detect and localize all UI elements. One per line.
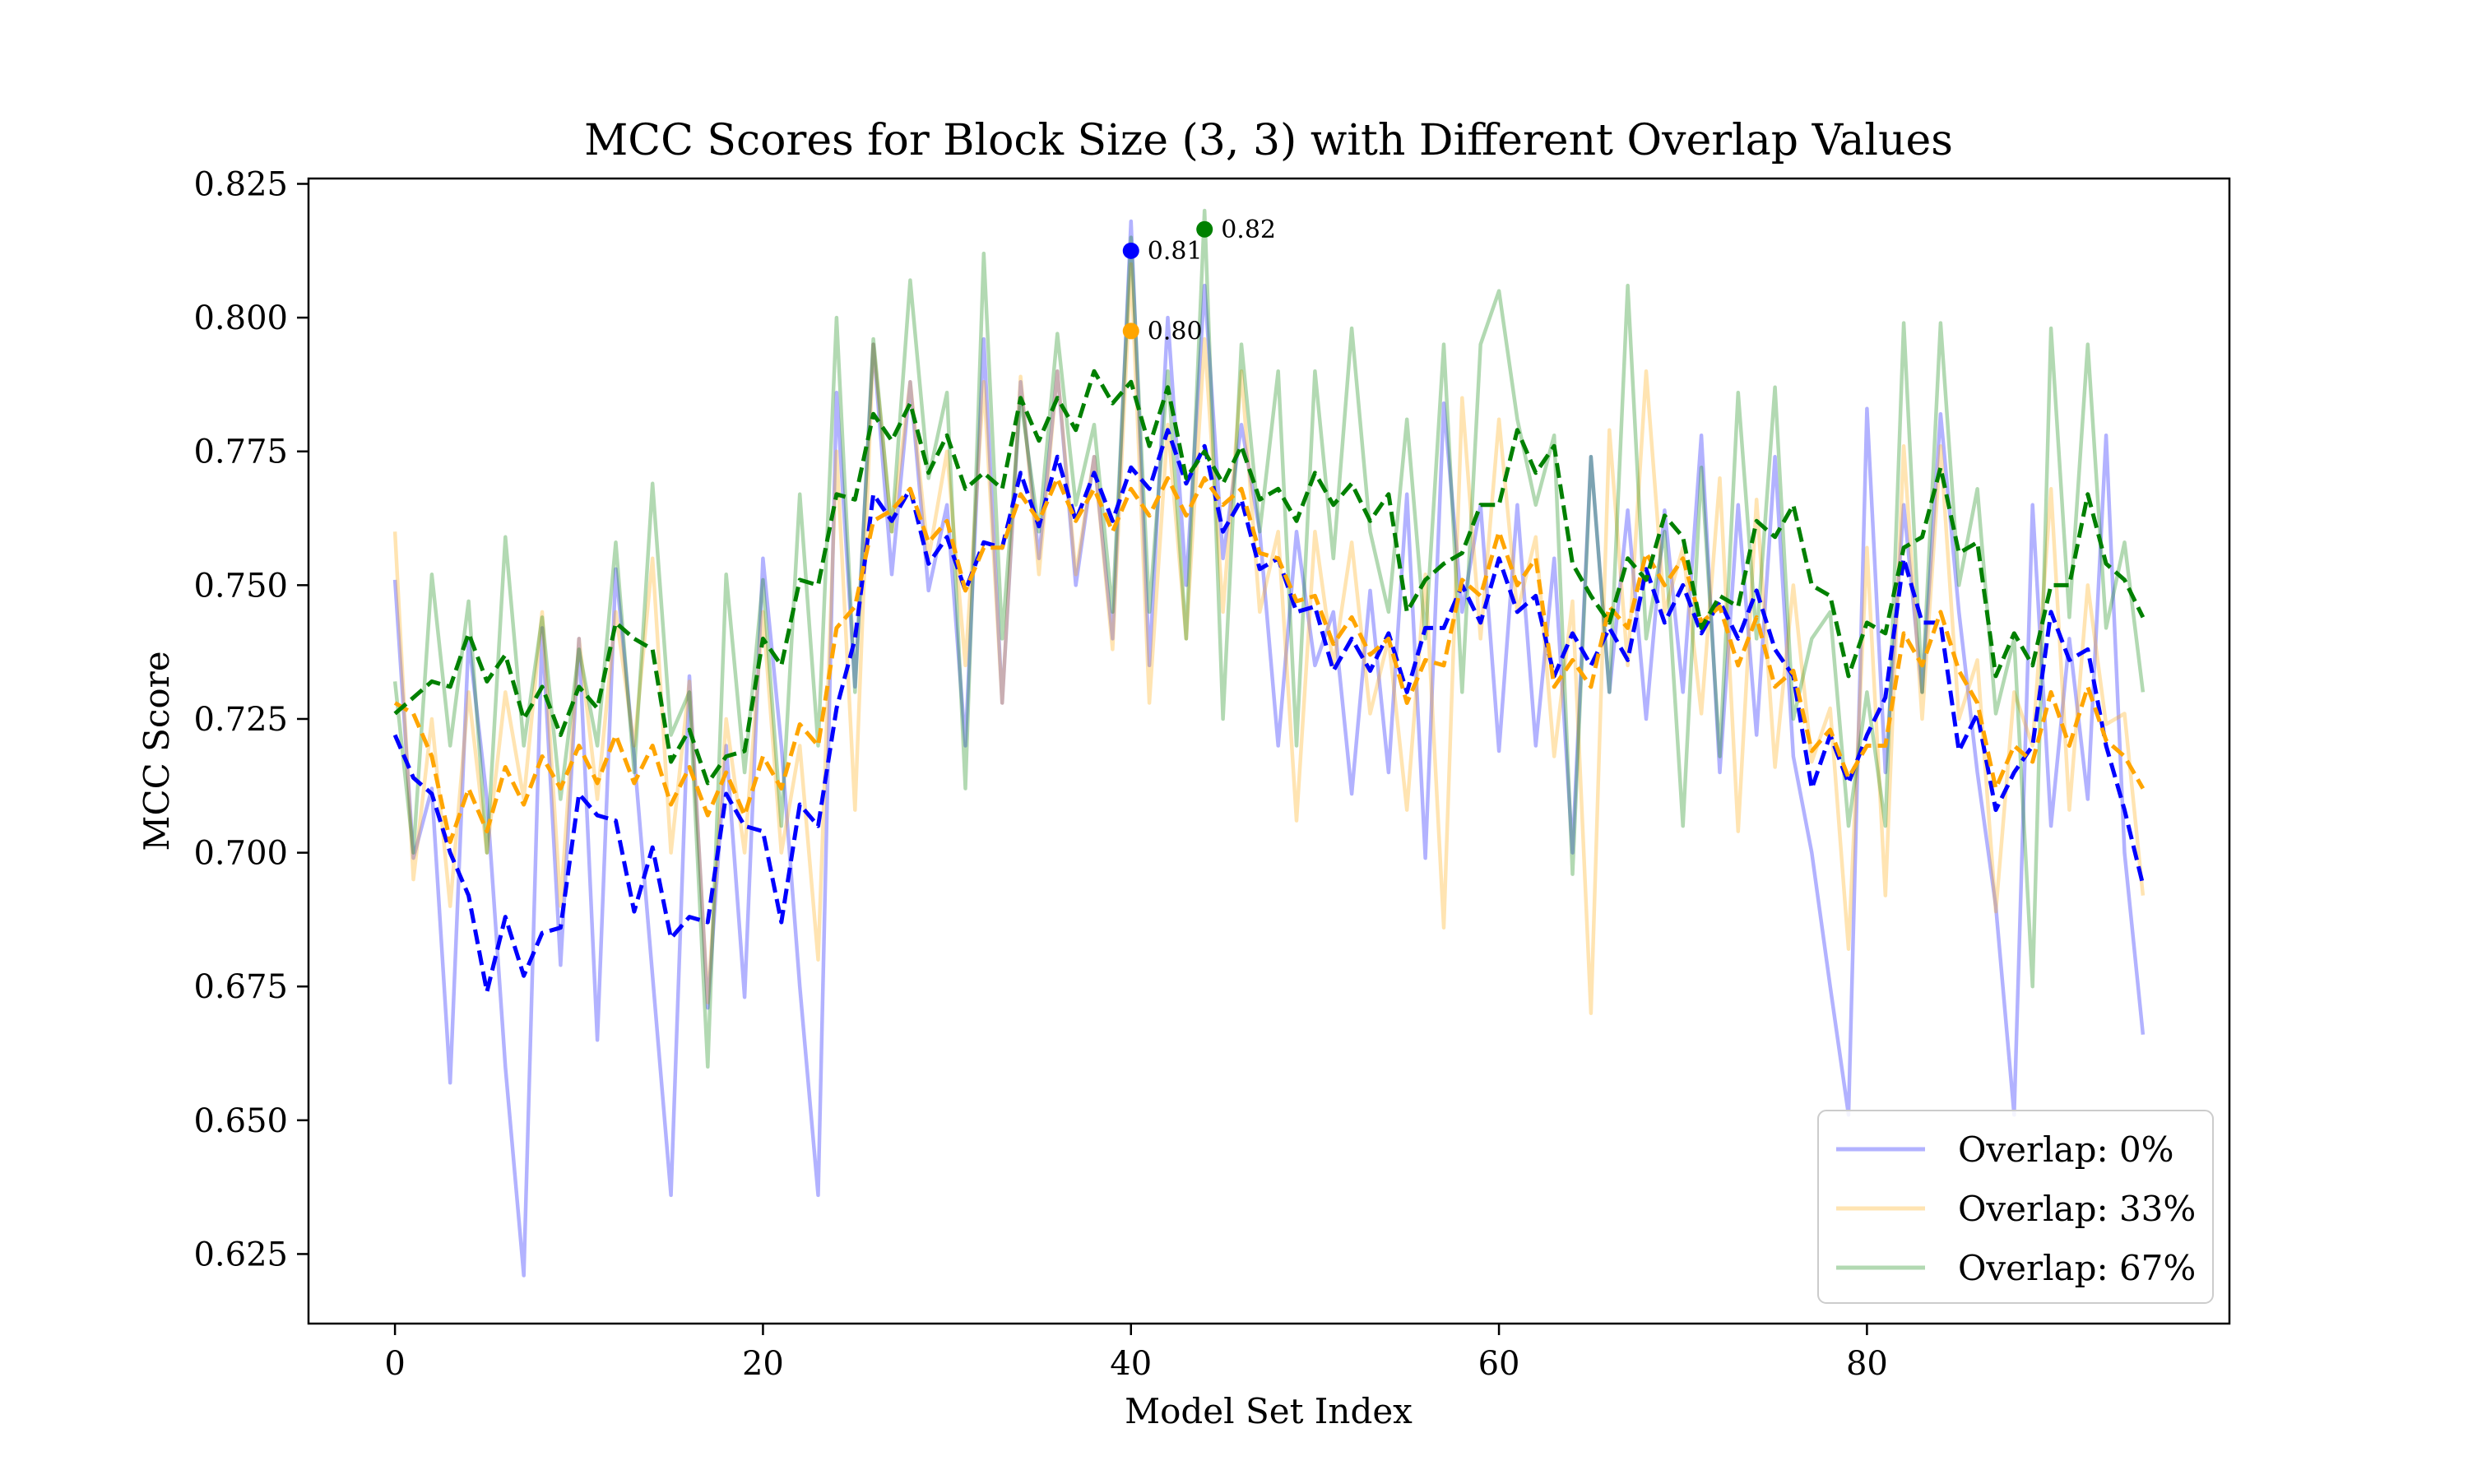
annotations: 0.81 0.80 0.82 [1122, 216, 1276, 345]
max-point-label: 0.81 [1148, 237, 1203, 266]
x-tick-label: 80 [1846, 1345, 1888, 1383]
x-tick-label: 0 [384, 1345, 405, 1383]
y-tick-label: 0.750 [193, 567, 288, 605]
y-tick-label: 0.650 [193, 1102, 288, 1140]
y-tick-label: 0.825 [193, 166, 288, 204]
y-tick-label: 0.700 [193, 835, 288, 873]
y-tick-label: 0.775 [193, 434, 288, 471]
series-line-overlap-33 [392, 262, 2146, 1015]
max-point-marker [1196, 220, 1213, 238]
max-point-label: 0.82 [1221, 216, 1276, 244]
x-tick-label: 40 [1110, 1345, 1152, 1383]
legend-box [1817, 1110, 2214, 1304]
max-point-marker [1122, 322, 1139, 340]
legend: Overlap: 0% Overlap: 33% Overlap: 67% [1817, 1110, 2214, 1304]
x-axis-ticks: 0 20 40 60 80 [384, 1324, 1888, 1383]
chart-title: MCC Scores for Block Size (3, 3) with Di… [584, 116, 1953, 165]
y-tick-label: 0.800 [193, 299, 288, 337]
series-line-overlap-67 [392, 208, 2146, 1069]
x-axis-label: Model Set Index [1125, 1391, 1413, 1431]
max-point-label: 0.80 [1148, 317, 1203, 345]
legend-label-overlap-0: Overlap: 0% [1958, 1129, 2174, 1170]
y-axis-ticks: 0.625 0.650 0.675 0.700 0.725 0.750 0.775 0.800… [193, 166, 308, 1273]
smoothed-line-overlap-0 [392, 428, 2146, 995]
legend-label-overlap-33: Overlap: 33% [1958, 1189, 2196, 1229]
plot-frame [307, 177, 2231, 1325]
max-point-marker [1122, 242, 1139, 259]
smoothed-line-overlap-33 [393, 475, 2146, 845]
x-tick-label: 60 [1478, 1345, 1520, 1383]
smoothed-line-overlap-67 [393, 369, 2146, 786]
y-axis-label: MCC Score [137, 651, 177, 851]
y-tick-label: 0.675 [193, 968, 288, 1006]
series-line-overlap-0 [392, 219, 2146, 1278]
legend-label-overlap-67: Overlap: 67% [1958, 1248, 2196, 1288]
x-tick-label: 20 [742, 1345, 784, 1383]
y-tick-label: 0.725 [193, 701, 288, 739]
plot-lines [392, 208, 2146, 1278]
y-tick-label: 0.625 [193, 1236, 288, 1273]
